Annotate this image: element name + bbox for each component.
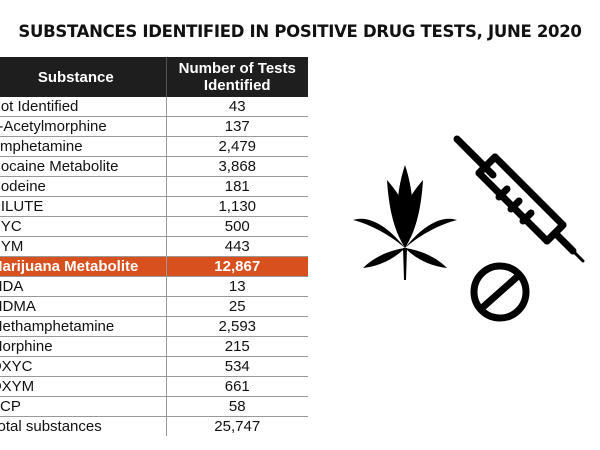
substance-cell: HYM (0, 236, 166, 257)
count-cell: 3,868 (165, 156, 308, 177)
count-cell: 58 (165, 396, 308, 417)
substance-cell: 6-Acetylmorphine (0, 116, 166, 137)
substance-cell: MDA (0, 276, 166, 297)
count-cell: 181 (165, 176, 308, 197)
count-cell: 534 (165, 356, 308, 377)
table-row: MDMA25 (0, 296, 308, 317)
count-cell: 1,130 (165, 196, 308, 217)
count-cell: 43 (165, 97, 308, 117)
substance-cell: Codeine (0, 176, 166, 197)
header-substance: Substance (0, 57, 166, 97)
table-row: HYM443 (0, 236, 308, 257)
table-row-highlight: Marijuana Metabolite 12,867 (0, 256, 308, 277)
count-cell: 12,867 (165, 256, 308, 277)
count-cell: 443 (165, 236, 308, 257)
count-cell: 25 (165, 296, 308, 317)
drug-illustration (353, 135, 585, 322)
table-row: Methamphetamine 2,593 (0, 316, 308, 337)
substance-cell: HYC (0, 216, 166, 237)
count-cell: 215 (165, 336, 308, 357)
table-row: MDA13 (0, 276, 308, 297)
substance-cell: Methamphetamine (0, 316, 166, 337)
substance-cell: DILUTE (0, 196, 166, 217)
table-row: PCP58 (0, 396, 308, 417)
substance-cell: Cocaine Metabolite (0, 156, 166, 177)
table-row: DILUTE1,130 (0, 196, 308, 217)
substance-cell: Amphetamine (0, 136, 166, 157)
count-cell: 661 (165, 376, 308, 397)
count-cell: 137 (165, 116, 308, 137)
table-row: OXYC534 (0, 356, 308, 377)
substance-cell: Total substances (0, 418, 102, 435)
table-row: Cocaine Metabolite 3,868 (0, 156, 308, 177)
count-cell: 2,479 (165, 136, 308, 157)
substance-cell: Marijuana Metabolite (0, 256, 166, 277)
table-row: Codeine181 (0, 176, 308, 197)
count-cell: 2,593 (165, 316, 308, 337)
substances-table: Substance Number of Tests Identified Not… (0, 57, 308, 436)
table-row: Amphetamine2,479 (0, 136, 308, 157)
table-row: HYC500 (0, 216, 308, 237)
syringe-icon (453, 135, 585, 263)
count-cell: 13 (165, 276, 308, 297)
substance-cell: OXYC (0, 356, 166, 377)
substance-cell: MDMA (0, 296, 166, 317)
table-total-row: Total substances 25,747 (0, 416, 308, 436)
header-count: Number of Tests Identified (165, 57, 308, 97)
substance-cell: Morphine (0, 336, 166, 357)
count-cell: 500 (165, 216, 308, 237)
substance-cell: PCP (0, 396, 166, 417)
table-header-row: Substance Number of Tests Identified (0, 57, 308, 97)
pill-icon (470, 262, 530, 322)
substance-cell: OXYM (0, 376, 166, 397)
count-cell: 25,747 (165, 416, 308, 436)
table-row: Morphine215 (0, 336, 308, 357)
cannabis-leaf-icon (353, 165, 457, 280)
substance-cell: Not Identified (0, 97, 166, 117)
table-row: 6-Acetylmorphine 137 (0, 116, 308, 137)
table-row: OXYM661 (0, 376, 308, 397)
page-title: SUBSTANCES IDENTIFIED IN POSITIVE DRUG T… (18, 22, 582, 41)
